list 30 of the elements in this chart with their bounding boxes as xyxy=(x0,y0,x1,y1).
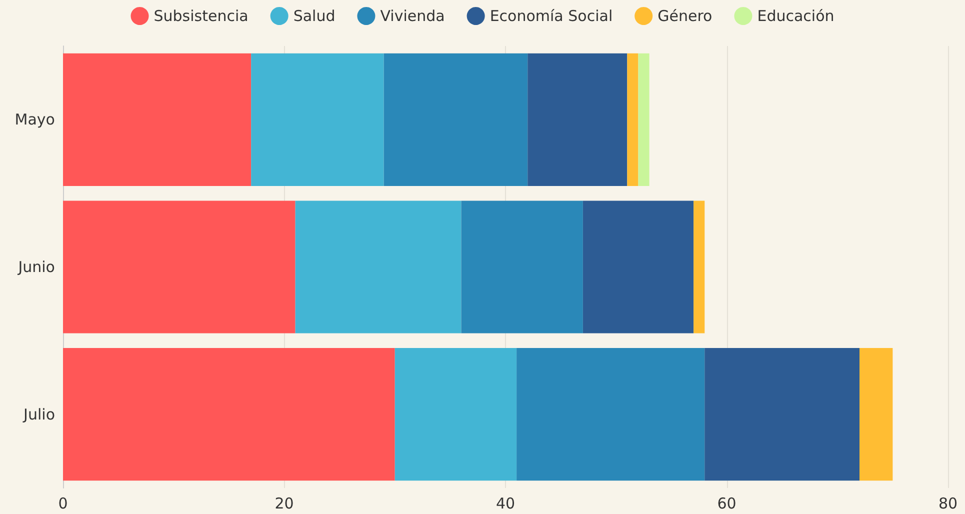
bar xyxy=(384,53,528,186)
legend-label: Subsistencia xyxy=(154,7,248,25)
y-tick-label: Julio xyxy=(22,405,55,424)
bar xyxy=(528,53,628,186)
x-tick-label: 20 xyxy=(274,494,294,512)
x-tick-label: 60 xyxy=(717,494,736,512)
y-tick-label: Junio xyxy=(17,258,55,276)
bar xyxy=(394,348,517,481)
legend-label: Salud xyxy=(293,7,336,25)
bar xyxy=(694,200,705,334)
bar xyxy=(516,348,705,481)
bar xyxy=(63,200,296,334)
bar xyxy=(251,53,384,186)
legend-label: Género xyxy=(658,7,712,25)
bar xyxy=(704,348,860,481)
bar xyxy=(63,53,252,186)
bar xyxy=(627,53,638,186)
bar xyxy=(295,200,462,334)
legend-label: Vivienda xyxy=(380,7,445,25)
x-tick-label: 40 xyxy=(496,494,516,512)
x-tick-label: 0 xyxy=(58,494,68,512)
legend-label: Economía Social xyxy=(490,7,613,25)
x-tick-label: 80 xyxy=(938,494,958,512)
y-tick-label: Mayo xyxy=(14,110,55,129)
bar xyxy=(461,200,583,334)
legend-label: Educación xyxy=(757,7,834,25)
bar xyxy=(582,200,694,334)
bar xyxy=(860,348,893,481)
bar xyxy=(63,348,395,481)
bar xyxy=(638,53,650,186)
